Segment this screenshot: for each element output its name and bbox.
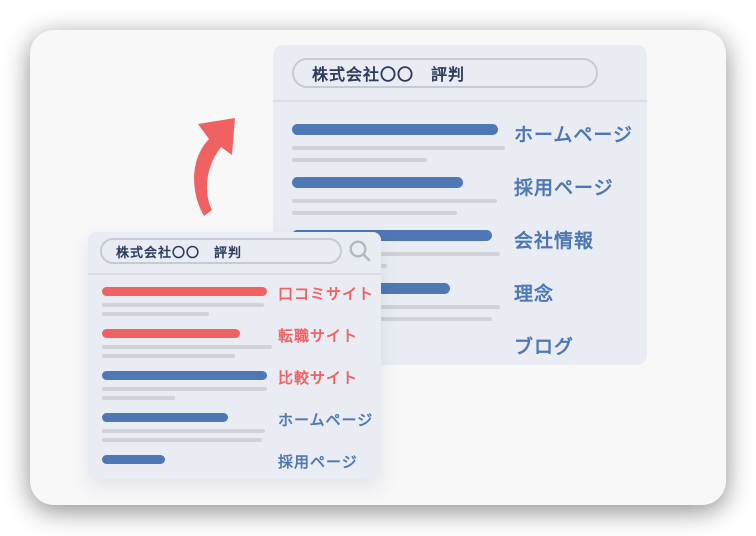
result-text-line (292, 158, 427, 162)
divider (273, 100, 647, 102)
results-list: 口コミサイト 転職サイト比較サイトホームページ 採用ページ (88, 286, 381, 479)
result-text-line (102, 354, 235, 358)
divider (88, 273, 381, 275)
result-placeholder-column (292, 124, 514, 170)
curved-arrow-icon (194, 118, 235, 216)
search-bar: 株式会社〇〇 評判 (273, 45, 647, 88)
result-row: ホームページ (292, 124, 647, 177)
result-row: ホームページ (102, 412, 381, 455)
result-placeholder-column (102, 329, 278, 363)
result-bar (102, 413, 228, 422)
result-label: 口コミサイト (278, 286, 375, 303)
result-text-line (292, 317, 492, 321)
result-text-line (102, 438, 262, 442)
result-label: ホームページ (278, 412, 374, 429)
result-text-line (102, 396, 175, 400)
result-placeholder-column (102, 455, 278, 471)
result-text-line (292, 305, 500, 309)
result-placeholder-column (102, 413, 278, 447)
result-label: 転職サイト (278, 328, 359, 345)
result-bar (102, 287, 267, 296)
result-placeholder-column (102, 287, 278, 321)
illustration-card: 株式会社〇〇 評判 ホームページ 採用ページ 会社情報 理念 ブログ 株式会社〇〇 評判… (30, 30, 726, 505)
result-bar (292, 177, 463, 188)
result-label: ホームページ (514, 125, 634, 146)
result-label: 比較サイト (278, 370, 359, 387)
result-label: ブログ (514, 337, 575, 358)
result-placeholder-column (102, 371, 278, 405)
result-text-line (102, 345, 272, 349)
result-text-line (102, 303, 264, 307)
result-text-line (292, 146, 505, 150)
result-label: 理念 (514, 284, 555, 305)
result-text-line (292, 199, 497, 203)
result-text-line (102, 429, 265, 433)
result-bar (292, 230, 492, 241)
magnifier-icon (349, 240, 371, 262)
search-query-text: 株式会社〇〇 評判 (116, 244, 243, 260)
result-placeholder-column (292, 177, 514, 223)
result-row: 比較サイト (102, 370, 381, 413)
result-text-line (292, 252, 500, 256)
result-text-line (102, 312, 209, 316)
search-input: 株式会社〇〇 評判 (100, 238, 342, 264)
result-bar (292, 124, 498, 135)
result-row: 転職サイト (102, 328, 381, 371)
result-bar (102, 329, 240, 338)
result-row: 採用ページ (102, 454, 381, 479)
result-label: 採用ページ (514, 178, 614, 199)
result-bar (102, 371, 267, 380)
result-row: 口コミサイト (102, 286, 381, 329)
result-label: 会社情報 (514, 231, 595, 252)
search-input: 株式会社〇〇 評判 (292, 58, 598, 88)
result-text-line (292, 211, 457, 215)
search-bar: 株式会社〇〇 評判 (88, 232, 381, 264)
result-bar (102, 455, 165, 464)
search-query-text: 株式会社〇〇 評判 (312, 67, 466, 84)
result-row: 採用ページ (292, 177, 647, 230)
result-label: 採用ページ (278, 454, 358, 471)
search-mockup-front: 株式会社〇〇 評判 口コミサイト 転職サイト比較サイトホームページ 採用ページ (88, 232, 381, 479)
result-text-line (102, 387, 267, 391)
